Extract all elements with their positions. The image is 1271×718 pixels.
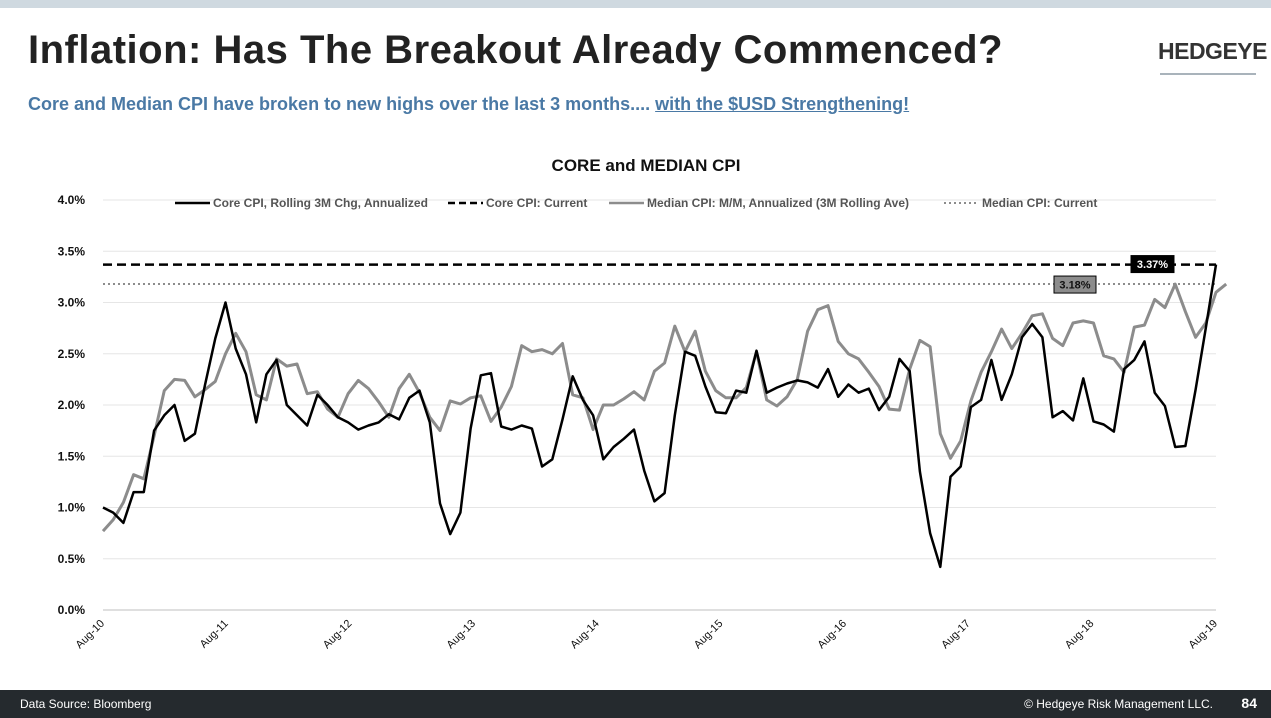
page-subtitle: Core and Median CPI have broken to new h…	[28, 94, 909, 115]
value-label: 3.37%	[1137, 259, 1168, 271]
core-cpi-line	[102, 264, 1218, 569]
x-tick-label: Aug-12	[321, 618, 355, 652]
data-source: Data Source: Bloomberg	[20, 697, 152, 711]
y-tick-label: 0.0%	[58, 603, 86, 617]
y-tick-label: 4.0%	[58, 193, 86, 207]
value-label-box	[1053, 275, 1097, 294]
logo-underline	[1160, 73, 1256, 75]
chart-title: CORE and MEDIAN CPI	[552, 156, 741, 175]
legend-label: Median CPI: Current	[982, 196, 1097, 210]
y-tick-label: 2.0%	[58, 398, 86, 412]
value-labels: 3.37% 3.18%	[1053, 255, 1175, 294]
subtitle-text: Core and Median CPI have broken to new h…	[28, 94, 651, 114]
legend-label: Median CPI: M/M, Annualized (3M Rolling …	[647, 196, 909, 210]
value-label-box	[1130, 255, 1175, 274]
subtitle-link[interactable]: with the $USD Strengthening!	[655, 94, 910, 114]
x-tick-label: Aug-10	[74, 618, 108, 652]
x-tick-label: Aug-17	[939, 618, 973, 652]
x-tick-label: Aug-11	[198, 618, 231, 651]
page-number: 84	[1241, 695, 1257, 711]
x-tick-label: Aug-16	[816, 618, 850, 652]
x-tick-label: Aug-14	[568, 618, 602, 652]
gridlines	[103, 199, 1216, 611]
x-tick-label: Aug-13	[445, 618, 479, 652]
copyright: © Hedgeye Risk Management LLC.	[1024, 697, 1213, 711]
y-tick-label: 1.5%	[58, 449, 86, 463]
hedgeye-logo: HEDGEYE	[1158, 38, 1267, 64]
top-accent-bar	[0, 0, 1271, 8]
chart-legend: Core CPI, Rolling 3M Chg, Annualized Core…	[175, 196, 1097, 210]
page-title: Inflation: Has The Breakout Already Comm…	[28, 28, 1004, 72]
median-cpi-line	[101, 282, 1228, 533]
data-series	[101, 264, 1228, 569]
y-tick-label: 1.0%	[58, 501, 86, 515]
value-label: 3.18%	[1059, 280, 1090, 292]
x-tick-label: Aug-18	[1063, 618, 1097, 652]
reference-lines	[103, 263, 1216, 286]
axes: 0.0% 0.5% 1.0% 1.5% 2.0% 2.5% 3.0% 3.5% 4.0% Aug-…	[58, 193, 1220, 651]
cpi-line-chart: CORE and MEDIAN CPI 0.0% 0.5% 1.0% 1.5% 2.0%…	[58, 156, 1228, 651]
y-tick-label: 3.5%	[58, 244, 86, 258]
legend-label: Core CPI, Rolling 3M Chg, Annualized	[213, 196, 428, 210]
legend-label: Core CPI: Current	[486, 196, 587, 210]
y-tick-label: 2.5%	[58, 347, 86, 361]
y-tick-label: 0.5%	[58, 552, 86, 566]
footer-bar: Data Source: Bloomberg © Hedgeye Risk Ma…	[0, 690, 1271, 718]
y-tick-label: 3.0%	[58, 296, 86, 310]
x-tick-label: Aug-15	[692, 618, 726, 652]
x-tick-label: Aug-19	[1187, 618, 1221, 652]
